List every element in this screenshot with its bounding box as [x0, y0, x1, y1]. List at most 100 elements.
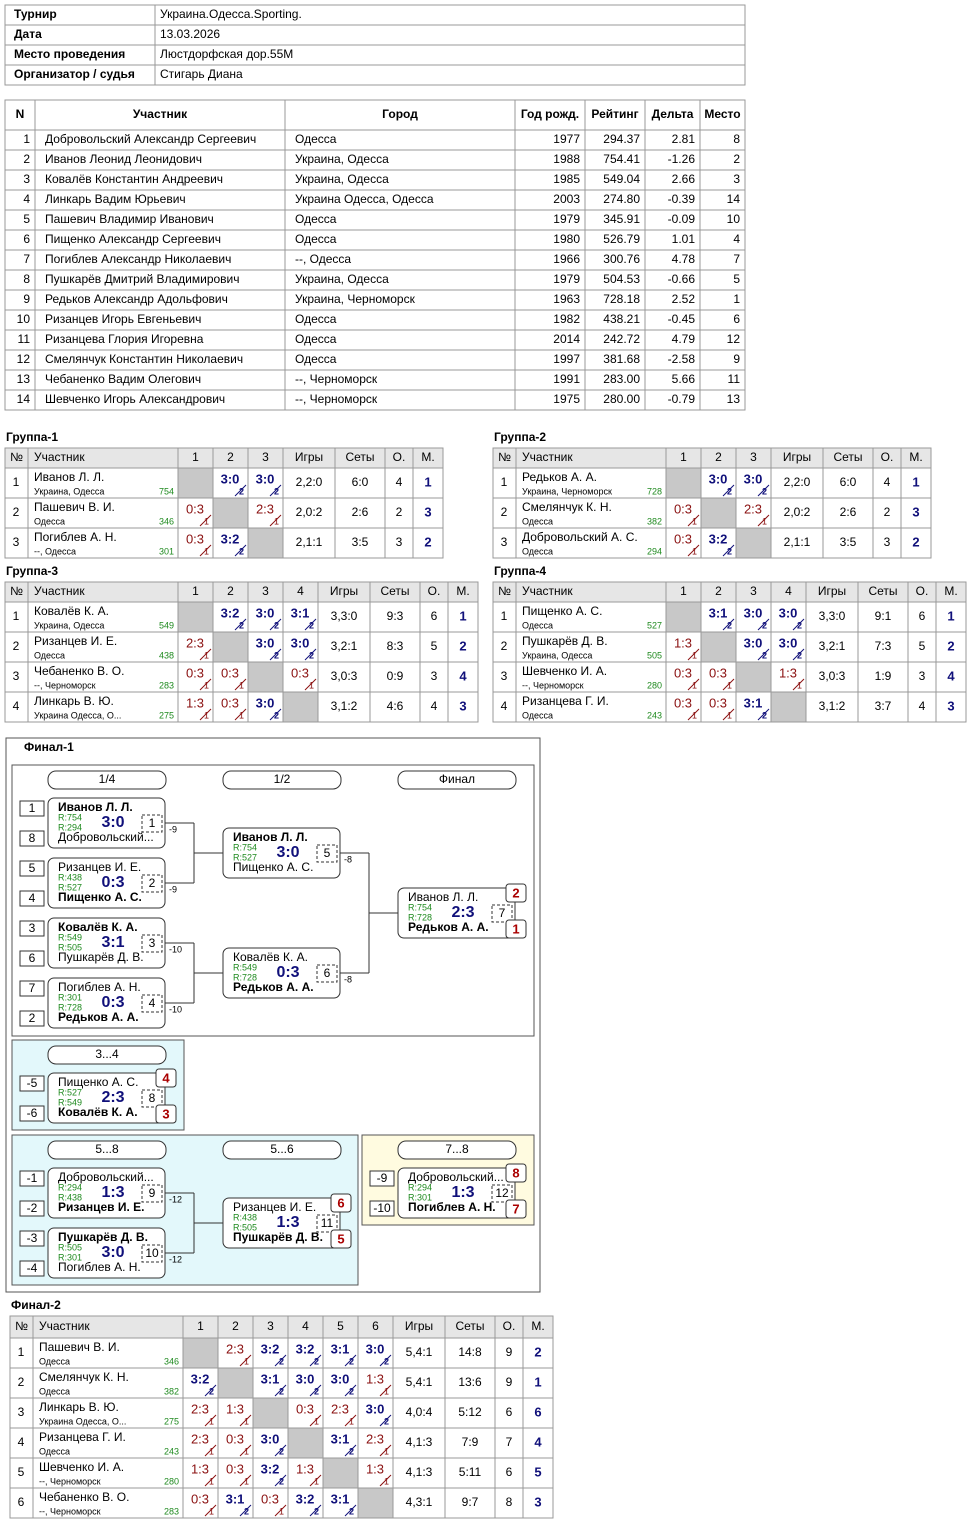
table-cell: 4: [733, 232, 740, 246]
table-cell: 1: [733, 292, 740, 306]
points: 3: [431, 669, 438, 683]
score-cell: [177, 527, 214, 559]
place: 1: [459, 608, 466, 623]
score: 1:3: [674, 635, 692, 650]
seed: -5: [27, 1076, 38, 1090]
match-score: 0:3: [101, 874, 124, 891]
points: 4: [919, 699, 926, 713]
score: 3:0: [331, 1371, 350, 1386]
table-cell: Шевченко Игорь Александрович: [45, 392, 225, 406]
cell: [34, 99, 286, 131]
games: 3,0:3: [331, 669, 358, 683]
cell: [515, 527, 667, 559]
column-header: Игры: [818, 584, 846, 598]
connector: [274, 1384, 287, 1397]
row-number: 4: [501, 699, 508, 713]
connector: [687, 544, 700, 557]
score-bg: [101, 995, 137, 1011]
score: 3:0: [256, 605, 275, 620]
sets: 6:0: [352, 475, 369, 489]
round-label-box: [397, 1140, 517, 1160]
games: 2,1:1: [784, 535, 811, 549]
player-city: Одесса: [39, 1446, 70, 1456]
player-bottom: Пушкарёв Д. В.: [58, 950, 144, 964]
table-cell: --, Черноморск: [295, 392, 378, 406]
cell: [514, 99, 586, 131]
connector: [792, 678, 805, 691]
score-cell: [357, 1457, 394, 1489]
score: 0:3: [221, 665, 239, 680]
player-rating: 382: [647, 516, 662, 526]
games: 5,4:1: [406, 1375, 433, 1389]
game-number: 1: [204, 546, 209, 556]
games: 2,1:1: [296, 535, 323, 549]
player-rating: 275: [164, 1416, 179, 1426]
cell: [27, 527, 179, 559]
cell: [369, 601, 421, 633]
points: 3: [919, 669, 926, 683]
place: 2: [912, 534, 919, 549]
column-header: 1: [197, 1319, 204, 1333]
table-cell: 438.21: [603, 312, 640, 326]
sets: 4:6: [387, 699, 404, 713]
match-score: 2:3: [451, 904, 474, 921]
cell: [935, 601, 967, 633]
place: 1: [947, 608, 954, 623]
place: 3: [912, 504, 919, 519]
score: 0:3: [191, 1491, 209, 1506]
cell: [494, 1487, 524, 1519]
table-cell: 4.79: [672, 332, 696, 346]
score: 1:3: [186, 695, 204, 710]
game-box: [141, 1089, 163, 1108]
diagonal-cell: [177, 467, 214, 499]
final-place: 5: [337, 1231, 344, 1246]
table-cell: 13: [727, 392, 741, 406]
seed: 5: [29, 861, 36, 875]
points: 2: [884, 505, 891, 519]
table-cell: 2.52: [672, 292, 696, 306]
game-number: 1: [204, 680, 209, 690]
player-rating: 549: [159, 620, 174, 630]
connector: [274, 1474, 287, 1487]
seed-box: [19, 860, 45, 877]
sets: 7:9: [462, 1435, 479, 1449]
score: 0:3: [186, 531, 204, 546]
table-cell: 280.00: [603, 392, 640, 406]
score-cell: [770, 661, 807, 693]
player-city: --, Черноморск: [39, 1476, 101, 1486]
seed: -2: [27, 1201, 38, 1215]
round-label: 5...8: [95, 1142, 119, 1156]
player-top: Иванов Л. Л.: [233, 830, 308, 844]
game-number: 2: [309, 650, 314, 660]
sets: 2:6: [352, 505, 369, 519]
cell: [4, 189, 36, 211]
score: 0:3: [226, 1431, 244, 1446]
score-cell: [665, 661, 702, 693]
cell: [4, 129, 36, 151]
diagonal-cell: [665, 601, 702, 633]
game-number: 7: [499, 906, 506, 920]
games: 3,2:1: [331, 639, 358, 653]
sets: 3:5: [840, 535, 857, 549]
final-place: 7: [512, 1201, 519, 1216]
final-place: 4: [162, 1070, 170, 1085]
player-city: Украина Одесса, О...: [34, 710, 121, 720]
column-header: 1: [192, 584, 199, 598]
row-number: 2: [13, 639, 20, 653]
round-label-box: [222, 1140, 342, 1160]
score-cell: [287, 1487, 324, 1519]
connector: [379, 1414, 392, 1427]
table-cell: 2: [733, 152, 740, 166]
game-number: 2: [762, 486, 767, 496]
table-cell: 526.79: [603, 232, 640, 246]
player-name: Добровольский А. С.: [522, 530, 638, 544]
round-label: 7...8: [445, 1142, 469, 1156]
player-city: Одесса: [522, 516, 553, 526]
table-cell: 728.18: [603, 292, 640, 306]
column-header: 1: [192, 450, 199, 464]
table-cell: 9: [733, 352, 740, 366]
cell: [4, 249, 36, 271]
connector: [269, 484, 282, 497]
game-number: 2: [244, 1506, 249, 1516]
place: 3: [424, 504, 431, 519]
